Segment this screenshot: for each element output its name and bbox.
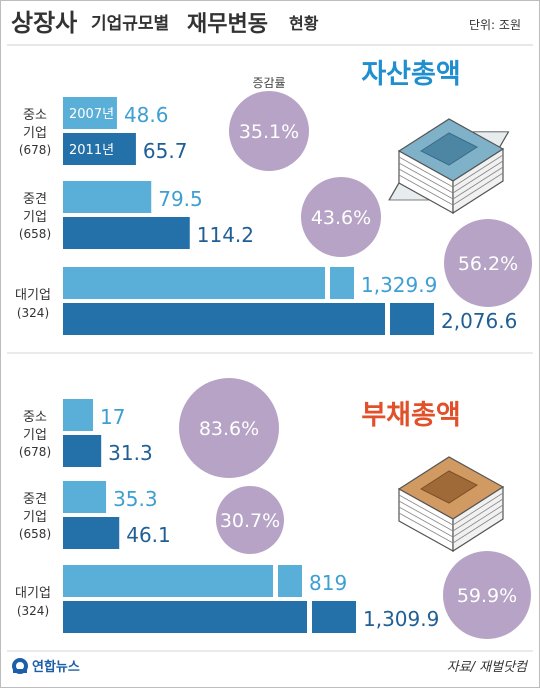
assets-title: 자산총액	[361, 59, 460, 90]
unit-label: 단위: 조원	[469, 18, 521, 32]
growth-rate-bubble	[229, 91, 309, 171]
data-bar-broken-segment	[312, 601, 356, 633]
data-bar	[63, 399, 93, 431]
data-bar	[63, 133, 136, 165]
category-label: 기업	[23, 428, 47, 443]
category-label: 대기업	[15, 586, 51, 601]
growth-rate-label: 83.6%	[199, 418, 259, 440]
bar-value-label: 79.5	[158, 187, 203, 211]
growth-rate-bubble	[443, 551, 531, 639]
bar-value-label: 65.7	[143, 139, 188, 163]
category-count-label: (324)	[17, 604, 49, 618]
data-bar	[63, 601, 307, 633]
data-bar	[63, 267, 325, 299]
growth-rate-label: 35.1%	[239, 121, 299, 143]
category-label: 중소	[23, 410, 47, 425]
growth-label: 증감률	[252, 76, 285, 90]
legend-year-2011: 2011년	[69, 143, 114, 158]
liabilities-title: 부채총액	[361, 400, 460, 431]
growth-rate-label: 30.7%	[220, 510, 280, 532]
source-label: 자료/ 재벌닷컴	[447, 660, 529, 675]
category-count-label: (678)	[19, 445, 51, 459]
category-count-label: (678)	[19, 143, 51, 157]
category-count-label: (658)	[19, 227, 51, 241]
data-bar	[63, 565, 273, 597]
data-bar	[63, 97, 117, 129]
bar-value-label: 819	[309, 571, 347, 595]
data-bar-broken-segment	[278, 565, 302, 597]
category-label: 대기업	[15, 288, 51, 303]
bar-value-label: 2,076.6	[441, 309, 517, 333]
bar-value-label: 1,329.9	[361, 273, 437, 297]
chart-area: 35.1%43.6%56.2%중소기업(678)48.665.7중견기업(658…	[15, 91, 532, 639]
banknote-stack-icon	[397, 456, 505, 553]
bar-value-label: 46.1	[126, 523, 171, 547]
title-mid: 기업규모별	[91, 14, 169, 34]
title-tail: 현황	[289, 14, 319, 33]
bar-value-label: 17	[100, 405, 125, 429]
category-count-label: (324)	[17, 306, 49, 320]
growth-rate-label: 59.9%	[457, 585, 517, 607]
bar-value-label: 114.2	[197, 223, 254, 247]
category-label: 기업	[23, 510, 47, 525]
growth-rate-bubble	[301, 177, 381, 257]
growth-rate-label: 43.6%	[311, 207, 371, 229]
data-bar	[63, 303, 385, 335]
growth-rate-bubble	[179, 378, 279, 478]
growth-rate-label: 56.2%	[458, 253, 518, 275]
data-bar	[63, 517, 120, 549]
legend-year-2007: 2007년	[69, 107, 114, 122]
banknote-stack-icon	[388, 118, 510, 215]
category-label: 중견	[23, 492, 47, 507]
yonhap-logo: 연합뉴스	[12, 658, 80, 675]
data-bar	[63, 181, 152, 213]
title-main: 상장사	[11, 9, 77, 37]
category-label: 중소	[23, 108, 47, 123]
data-bar-broken-segment	[390, 303, 434, 335]
bar-value-label: 48.6	[124, 103, 169, 127]
growth-rate-bubble	[444, 219, 532, 307]
growth-rate-bubble	[216, 486, 284, 554]
category-label: 기업	[23, 210, 47, 225]
data-bar	[63, 217, 190, 249]
bar-value-label: 35.3	[113, 487, 158, 511]
data-bar	[63, 481, 107, 513]
category-label: 중견	[23, 192, 47, 207]
logo-text: 연합뉴스	[32, 659, 80, 675]
data-bar-broken-segment	[330, 267, 354, 299]
bar-value-label: 1,309.9	[363, 607, 439, 631]
category-count-label: (658)	[19, 527, 51, 541]
title-end: 재무변동	[187, 12, 268, 37]
category-label: 기업	[23, 126, 47, 141]
bar-value-label: 31.3	[108, 441, 153, 465]
data-bar	[63, 435, 102, 467]
